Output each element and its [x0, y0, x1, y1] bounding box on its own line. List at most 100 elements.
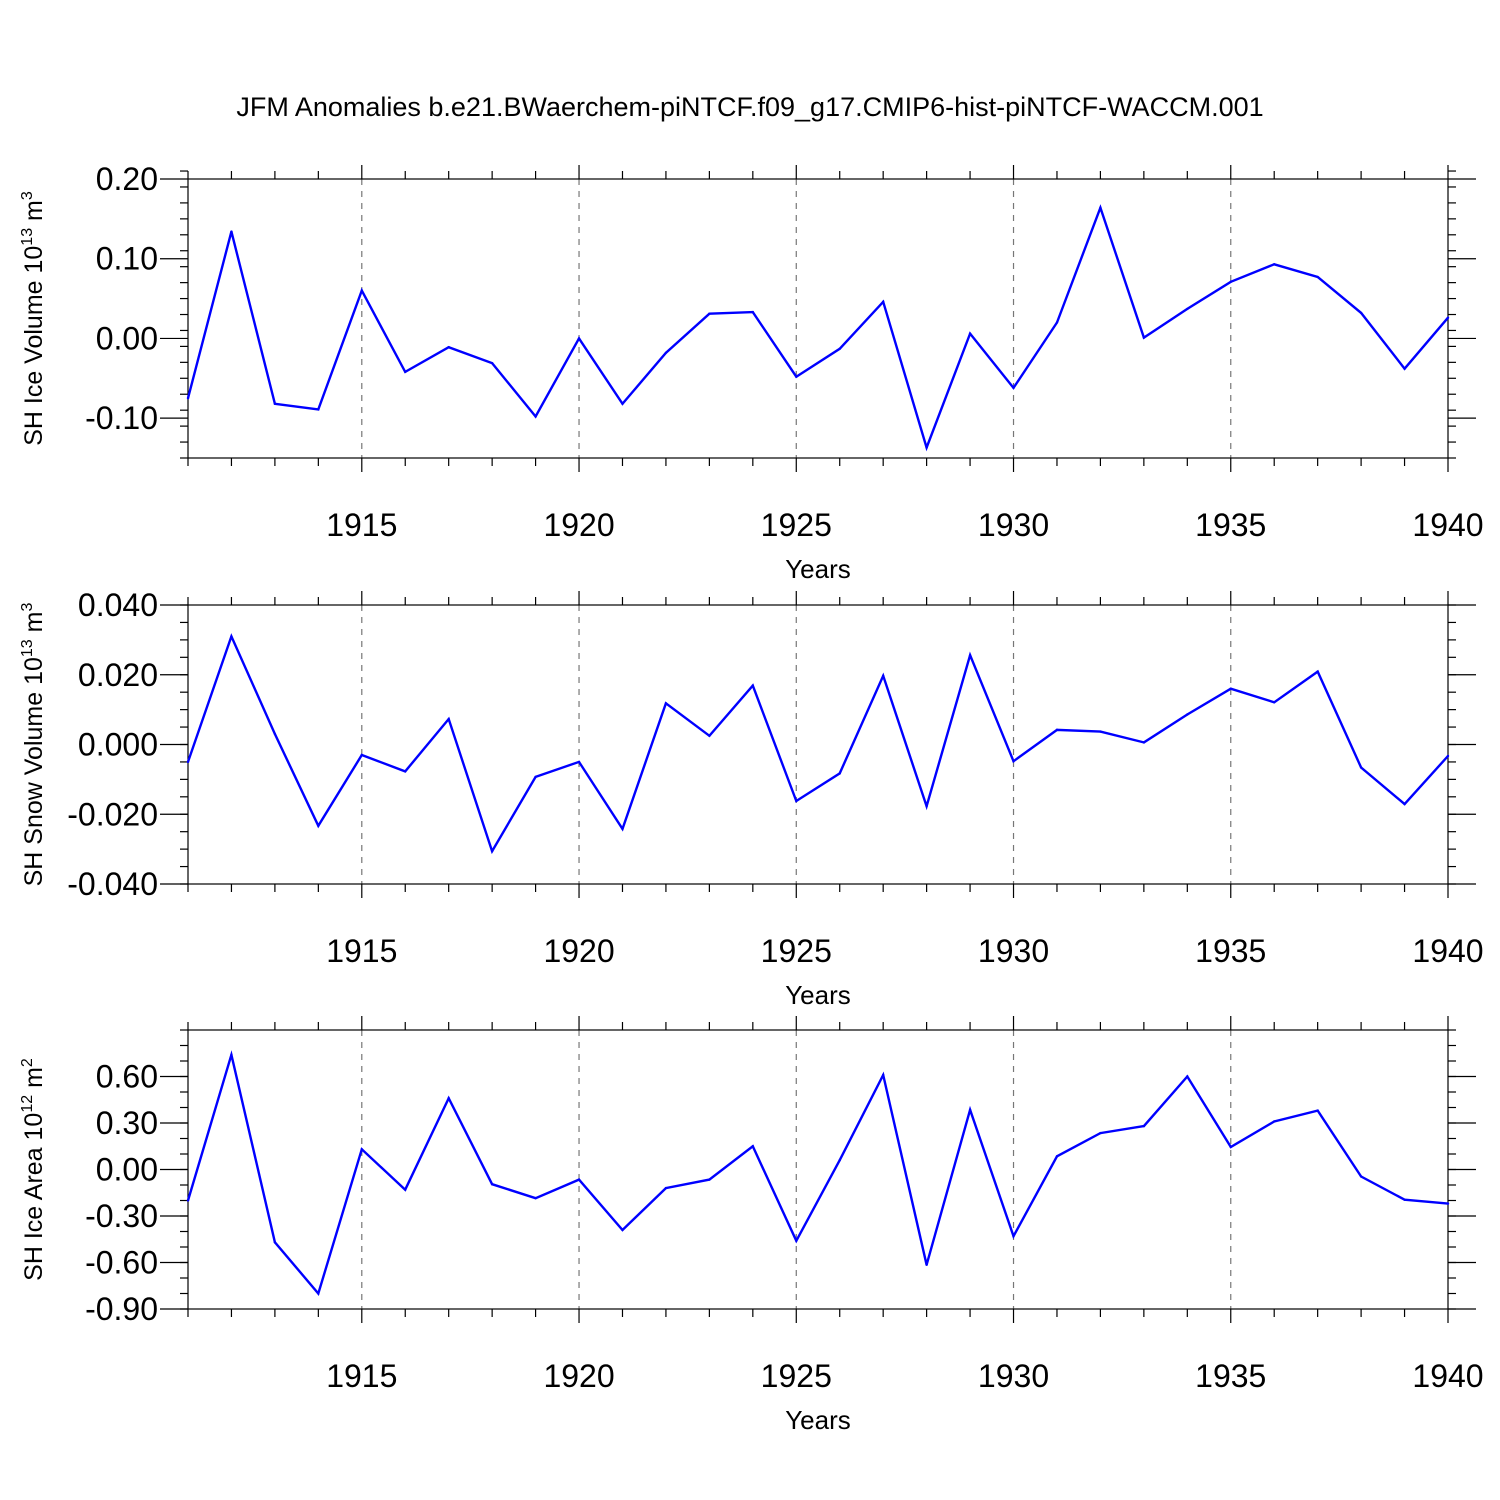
data-point: [534, 775, 537, 779]
y-axis-title-exponent: 3: [19, 191, 36, 200]
data-point: [1273, 263, 1276, 266]
x-tick-label: 1925: [761, 933, 832, 969]
data-point: [1446, 754, 1450, 758]
x-tick-label: 1925: [761, 1358, 832, 1394]
data-point: [577, 337, 581, 340]
data-point: [621, 1228, 624, 1232]
data-point: [1403, 802, 1406, 806]
x-axis-title: Years: [785, 554, 851, 584]
x-tick-label: 1915: [326, 933, 397, 969]
y-axis-title: SH Ice Area 1012 m2: [19, 1058, 48, 1281]
y-axis-title-exponent: 13: [19, 639, 36, 657]
data-point: [230, 635, 233, 638]
x-axis-title: Years: [785, 980, 851, 1010]
data-point: [1273, 1120, 1276, 1123]
y-tick-label: -0.90: [85, 1291, 158, 1327]
y-axis-title: SH Ice Volume 1013 m3: [19, 191, 48, 446]
data-point: [881, 300, 885, 303]
x-tick-label: 1935: [1195, 507, 1266, 543]
data-point: [1403, 1198, 1406, 1201]
y-tick-label: 0.60: [96, 1059, 158, 1095]
y-tick-label: 0.30: [96, 1105, 158, 1141]
y-tick-label: 0.10: [96, 241, 158, 277]
data-point: [1446, 316, 1450, 319]
y-axis-title-text: SH Snow Volume 10: [20, 657, 48, 886]
data-point: [404, 1188, 407, 1191]
data-point: [708, 734, 711, 737]
data-point: [1186, 307, 1189, 311]
y-tick-label: 0.040: [78, 587, 158, 623]
data-point: [621, 827, 624, 831]
panel-1: -0.10 0.00 0.10 0.20 1915 1920 1925 1930 1935 194…: [19, 161, 1484, 584]
data-point: [1099, 730, 1102, 733]
y-tick-label: 0.00: [96, 1152, 158, 1188]
y-axis-title-text: m: [20, 200, 48, 228]
data-point: [534, 1196, 537, 1200]
x-tick-label: 1930: [978, 507, 1049, 543]
data-point: [708, 1178, 711, 1181]
data-point: [925, 805, 928, 808]
data-point: [795, 375, 798, 378]
data-point: [490, 850, 494, 853]
figure-title: JFM Anomalies b.e21.BWaerchem-piNTCF.f09…: [236, 92, 1263, 122]
data-point: [968, 1108, 972, 1112]
data-point: [664, 351, 668, 354]
data-point: [1229, 1145, 1232, 1149]
y-tick-label: 0.000: [78, 727, 158, 763]
data-point: [1055, 1155, 1059, 1158]
plot-frame: [187, 604, 1449, 885]
chart-panels: -0.10 0.00 0.10 0.20 1915 1920 1925 1930 1935 194…: [19, 161, 1484, 1435]
data-point: [1055, 321, 1059, 324]
y-axis-title-exponent: 3: [19, 603, 36, 612]
y-tick-label: 0.20: [96, 161, 158, 197]
data-point: [447, 717, 450, 721]
x-tick-label: 1940: [1412, 933, 1483, 969]
x-tick-label: 1915: [326, 507, 397, 543]
data-point: [1403, 367, 1406, 370]
y-axis-title-exponent: 13: [19, 228, 36, 246]
data-point: [1359, 311, 1363, 315]
data-point: [1142, 336, 1146, 339]
data-point: [664, 702, 668, 705]
data-point: [795, 1239, 798, 1243]
data-point: [577, 1178, 581, 1181]
panel-2: -0.040 -0.020 0.000 0.020 0.040 1915 1920 1925 1…: [19, 587, 1484, 1010]
data-point: [1186, 1075, 1189, 1078]
data-point: [1142, 741, 1146, 744]
data-point: [1316, 275, 1319, 279]
data-point: [1229, 687, 1232, 690]
x-tick-label: 1940: [1412, 507, 1483, 543]
data-point: [925, 446, 928, 449]
x-axis-title: Years: [785, 1405, 851, 1435]
data-point: [186, 397, 190, 400]
y-axis-title-text: SH Ice Area 10: [20, 1113, 48, 1281]
data-point: [838, 1159, 841, 1162]
data-point: [404, 770, 407, 773]
data-point: [1229, 280, 1232, 284]
y-tick-label: 0.00: [96, 320, 158, 356]
y-tick-label: -0.020: [67, 796, 158, 832]
data-point: [577, 760, 581, 764]
data-point: [1142, 1124, 1146, 1128]
data-point: [708, 312, 711, 315]
data-point: [1446, 1202, 1450, 1205]
data-point: [1359, 766, 1363, 769]
x-tick-label: 1930: [978, 1358, 1049, 1394]
data-point: [360, 1148, 363, 1151]
y-axis-title: SH Snow Volume 1013 m3: [19, 603, 48, 887]
data-series-line: [186, 204, 1449, 452]
y-tick-label: -0.60: [85, 1245, 158, 1281]
data-point: [881, 674, 885, 677]
data-point: [621, 402, 624, 405]
x-tick-label: 1940: [1412, 1358, 1483, 1394]
x-tick-label: 1915: [326, 1358, 397, 1394]
data-point: [490, 1183, 494, 1186]
data-point: [838, 347, 841, 350]
data-point: [447, 345, 450, 349]
panel-3: -0.90 -0.60 -0.30 0.00 0.30 0.60 1915 1920 1925 1…: [19, 1016, 1484, 1435]
data-point: [1099, 1131, 1102, 1135]
data-point: [490, 361, 494, 365]
data-point: [404, 370, 407, 374]
data-point: [273, 402, 277, 405]
data-point: [317, 408, 320, 411]
